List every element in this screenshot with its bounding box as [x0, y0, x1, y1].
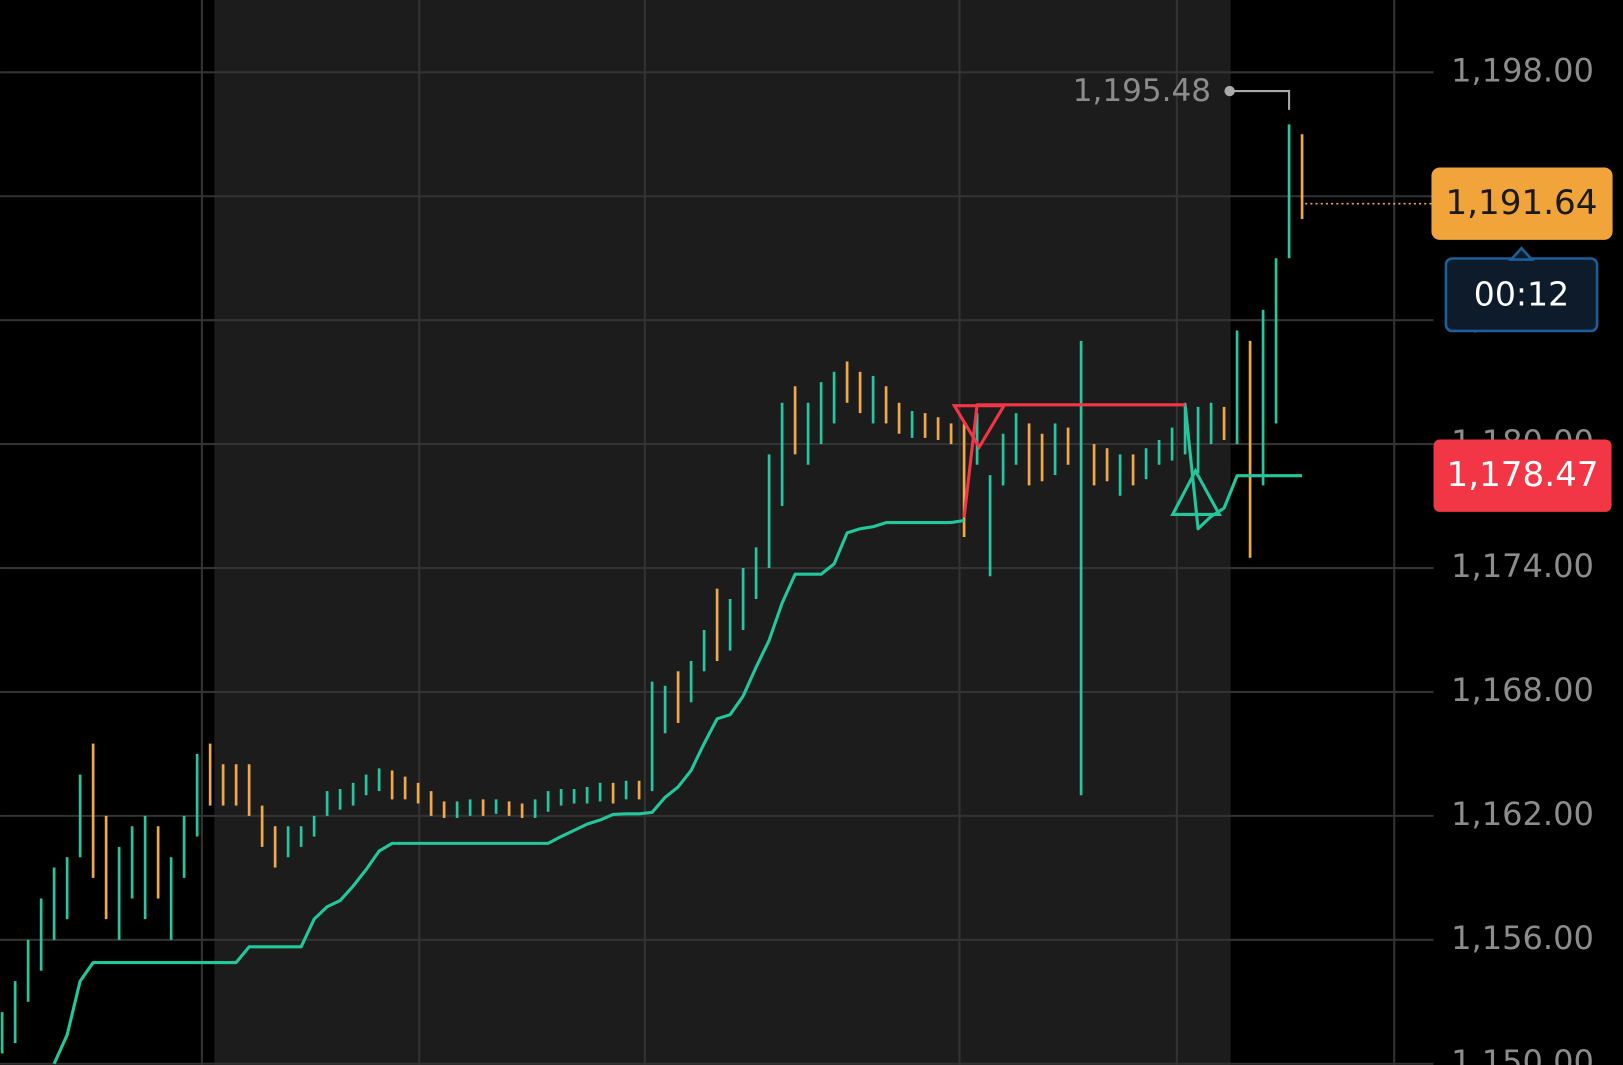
y-tick-label: 1,198.00: [1451, 51, 1594, 89]
stop-level-label: 1,178.47: [1447, 455, 1599, 495]
y-tick-label: 1,150.00: [1451, 1043, 1594, 1065]
last-price-box: [1431, 167, 1613, 240]
price-bars: [0, 124, 1304, 1054]
sell-signal: [951, 404, 1007, 451]
vertical-grid: [200, 0, 1396, 1065]
last-price-label: 1,191.64: [1445, 183, 1597, 223]
high-marker-dot: [1224, 85, 1235, 97]
y-tick-label: 1,162.00: [1451, 795, 1594, 833]
horizontal-grid: [0, 71, 1434, 1065]
countdown-notch: [1508, 246, 1535, 261]
countdown-label: 00:12: [1474, 274, 1569, 313]
y-tick-label: 1,174.00: [1451, 547, 1594, 585]
session-shade: [214, 0, 1231, 1065]
stop-level-box: [1433, 439, 1612, 512]
y-tick-label: 1,156.00: [1451, 919, 1594, 957]
y-tick-label: 1,168.00: [1451, 671, 1594, 709]
stop-line: [52, 404, 1303, 1065]
high-marker-bracket: [1229, 90, 1291, 110]
price-labels: 1,195.48 1,191.64 00:12 1,178.47: [1073, 73, 1613, 512]
high-marker-label: 1,195.48: [1073, 73, 1211, 109]
buy-signal: [1170, 467, 1222, 516]
